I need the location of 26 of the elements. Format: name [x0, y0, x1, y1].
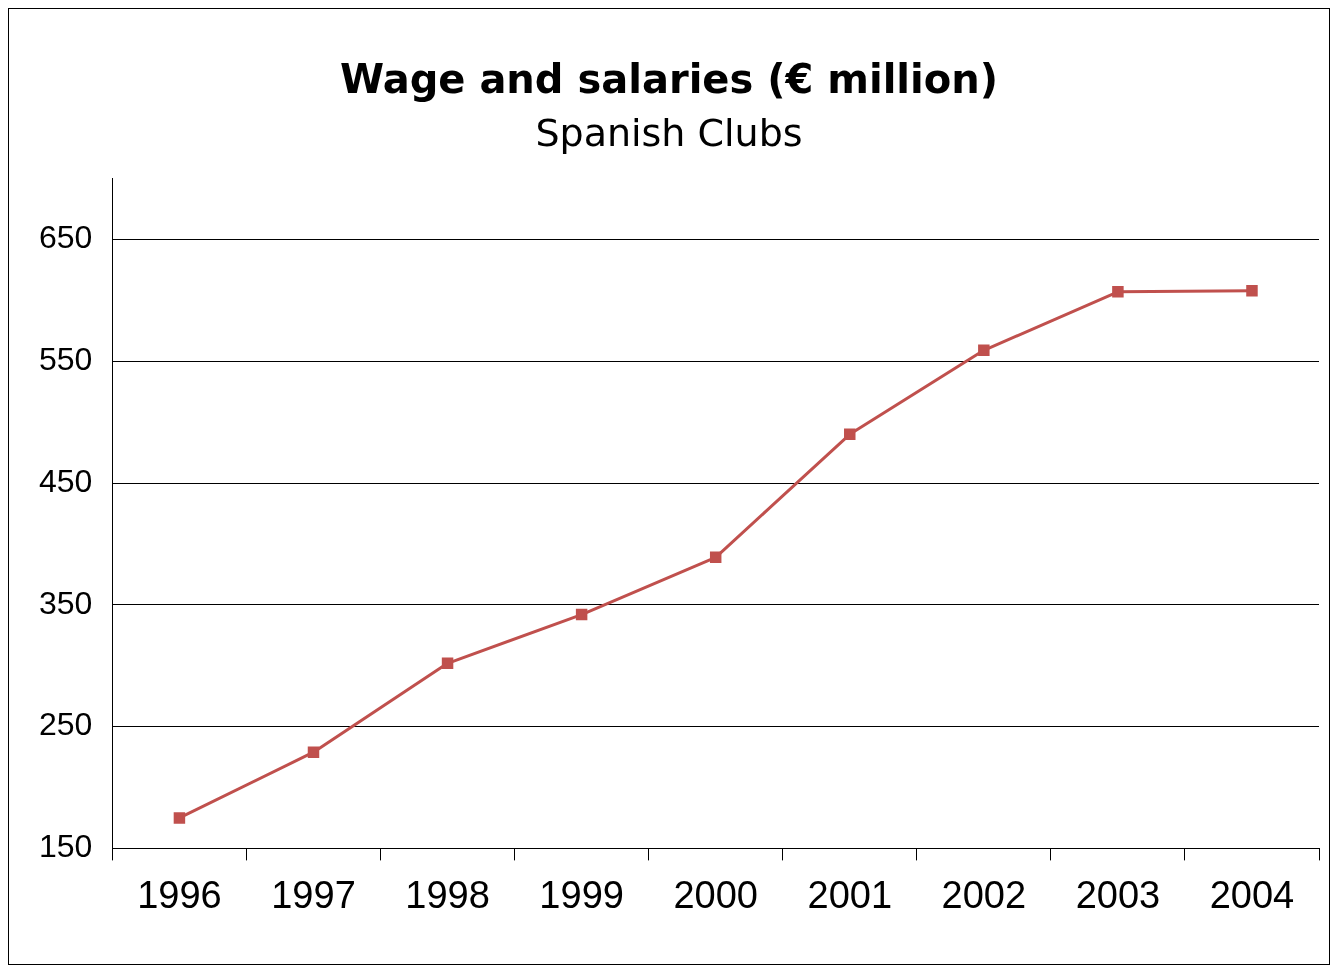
chart-title: Wage and salaries (€ million) — [339, 56, 999, 103]
point — [1246, 284, 1258, 297]
x-tick-label: 2000 — [673, 873, 758, 916]
y-tick-label: 350 — [39, 584, 93, 621]
point — [844, 428, 856, 441]
x-tick-label: 1998 — [405, 873, 490, 916]
point — [1112, 286, 1124, 298]
chart-subtitle: Spanish Clubs — [535, 110, 803, 155]
y-tick-label: 550 — [39, 341, 93, 378]
point — [709, 551, 722, 564]
y-tick-label: 250 — [39, 706, 93, 743]
point — [441, 657, 454, 670]
x-tick-label: 2001 — [807, 873, 893, 916]
y-tick-label: 450 — [39, 462, 93, 499]
x-tick-label: 2004 — [1209, 873, 1295, 916]
x-tick-label: 2003 — [1075, 873, 1161, 916]
y-tick-label: 650 — [39, 219, 93, 256]
x-tick-label: 1999 — [539, 873, 624, 916]
point — [575, 608, 588, 621]
x-tick-label: 1996 — [137, 873, 222, 916]
point — [307, 746, 320, 758]
point — [173, 812, 186, 824]
x-tick-label: 1997 — [271, 873, 356, 916]
y-tick-label: 150 — [39, 828, 93, 865]
point — [978, 344, 990, 357]
x-tick-label: 2002 — [941, 873, 1027, 916]
